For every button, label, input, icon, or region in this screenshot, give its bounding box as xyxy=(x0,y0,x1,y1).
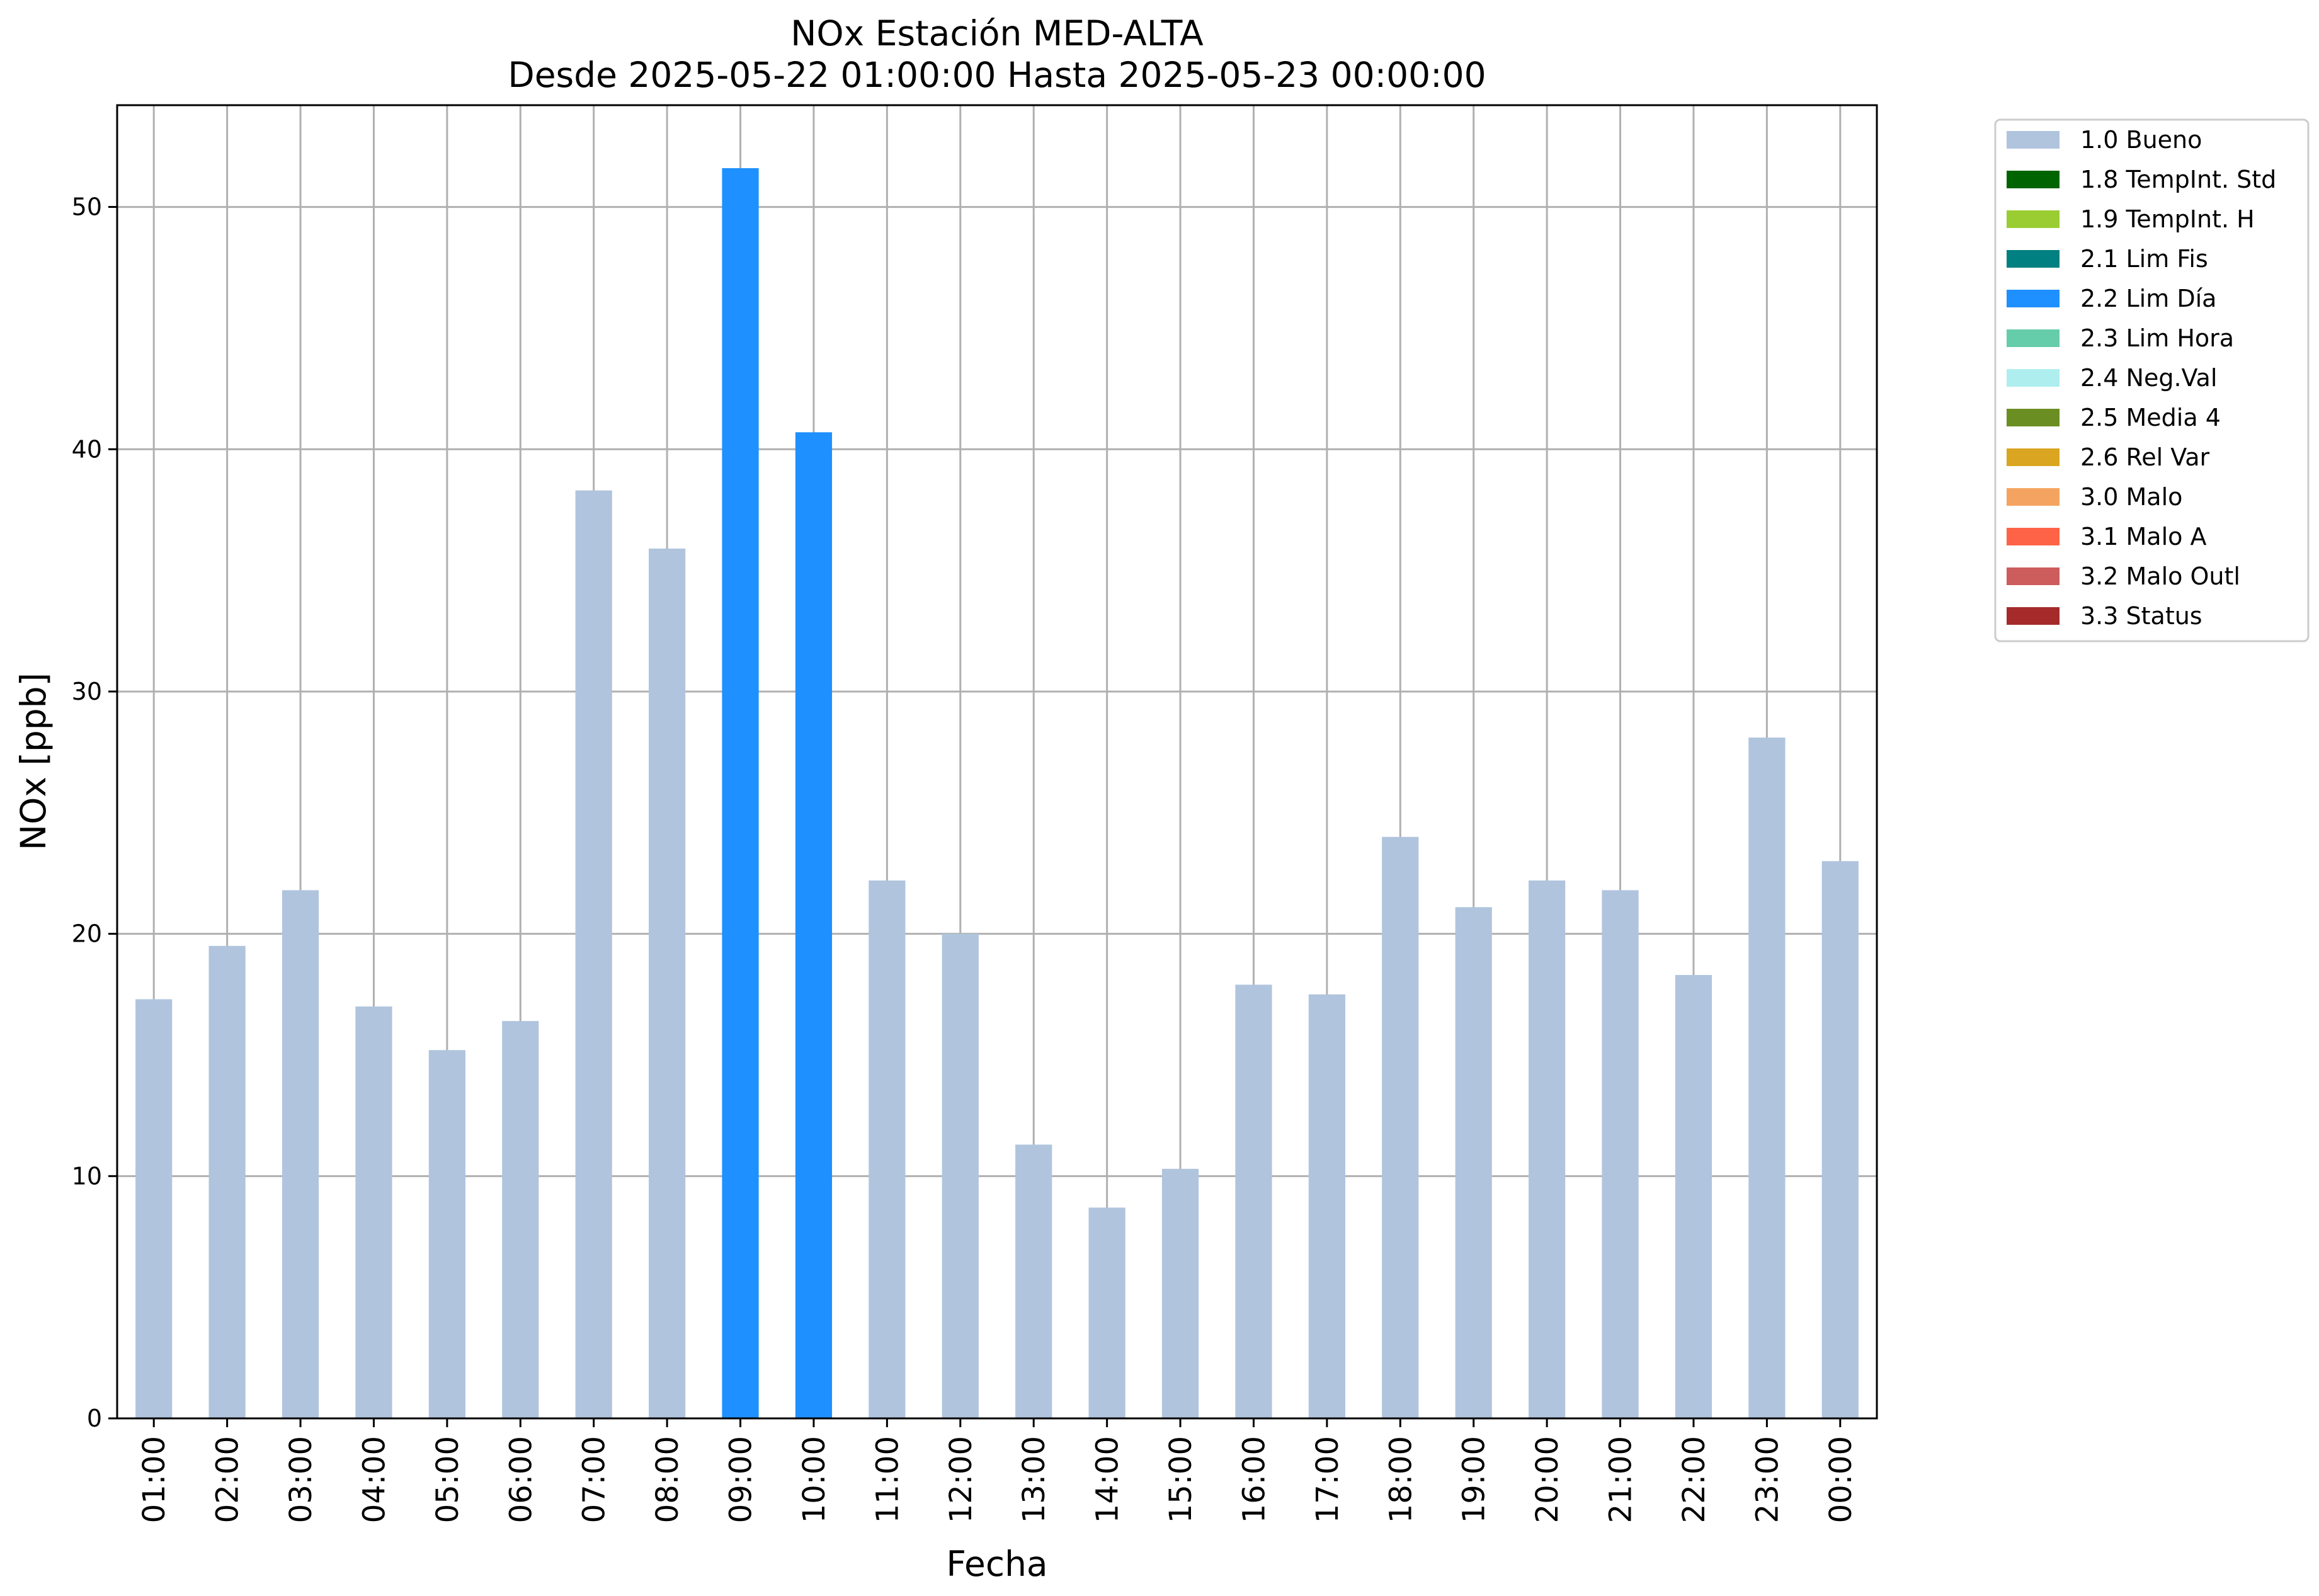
bar-0800 xyxy=(649,548,686,1418)
bar-1200 xyxy=(942,933,979,1418)
bar-1900 xyxy=(1455,907,1492,1418)
chart-subtitle: Desde 2025-05-22 01:00:00 Hasta 2025-05-… xyxy=(508,55,1486,95)
y-axis-ticks: 0 10 20 30 40 50 xyxy=(72,193,117,1432)
x-tick-label: 14:00 xyxy=(1090,1436,1125,1523)
x-tick-label: 20:00 xyxy=(1530,1436,1565,1523)
bars xyxy=(135,168,1859,1419)
y-tick-label: 0 xyxy=(87,1405,102,1432)
bar-1400 xyxy=(1088,1207,1125,1418)
x-tick-label: 17:00 xyxy=(1310,1436,1345,1523)
bar-1000 xyxy=(795,432,833,1418)
y-tick-label: 10 xyxy=(72,1162,102,1190)
x-axis-label: Fecha xyxy=(946,1544,1047,1584)
x-tick-label: 08:00 xyxy=(650,1436,685,1523)
x-tick-label: 11:00 xyxy=(870,1436,905,1523)
y-tick-label: 50 xyxy=(72,193,102,221)
legend-swatch xyxy=(2007,171,2060,188)
bar-0300 xyxy=(282,890,319,1418)
legend-swatch xyxy=(2007,607,2060,625)
bar-2000 xyxy=(1529,880,1566,1418)
x-tick-label: 05:00 xyxy=(430,1436,465,1523)
legend-label: 3.0 Malo xyxy=(2080,483,2182,511)
y-tick-label: 40 xyxy=(72,435,102,463)
bar-0200 xyxy=(208,945,246,1418)
bar-1500 xyxy=(1161,1168,1199,1418)
legend-label: 2.6 Rel Var xyxy=(2080,443,2210,471)
y-axis-label: NOx [ppb] xyxy=(13,673,54,850)
legend-label: 3.1 Malo A xyxy=(2080,523,2206,550)
bar-1700 xyxy=(1308,994,1345,1418)
legend-swatch xyxy=(2007,131,2060,149)
bar-1600 xyxy=(1235,984,1272,1418)
bar-0600 xyxy=(502,1021,539,1418)
x-tick-label: 21:00 xyxy=(1604,1436,1639,1523)
bar-2200 xyxy=(1675,975,1712,1418)
legend-label: 3.3 Status xyxy=(2080,602,2202,630)
bar-2300 xyxy=(1748,738,1786,1418)
x-tick-label: 13:00 xyxy=(1017,1436,1052,1523)
legend: 1.0 Bueno 1.8 TempInt. Std 1.9 TempInt. H 2… xyxy=(1994,118,2310,642)
legend-label: 1.8 TempInt. Std xyxy=(2080,166,2276,193)
legend-label: 1.9 TempInt. H xyxy=(2080,205,2255,233)
legend-swatch xyxy=(2007,250,2060,268)
bar-0900 xyxy=(722,168,759,1419)
legend-swatch xyxy=(2007,290,2060,307)
legend-label: 2.1 Lim Fis xyxy=(2080,245,2208,273)
x-tick-label: 09:00 xyxy=(724,1436,759,1523)
legend-swatch xyxy=(2007,448,2060,466)
legend-box xyxy=(1994,118,2310,642)
x-tick-label: 22:00 xyxy=(1677,1436,1712,1523)
x-tick-label: 19:00 xyxy=(1457,1436,1492,1523)
legend-swatch xyxy=(2007,528,2060,545)
legend-swatch xyxy=(2007,409,2060,426)
x-tick-label: 23:00 xyxy=(1750,1436,1785,1523)
legend-swatch xyxy=(2007,210,2060,228)
x-tick-label: 03:00 xyxy=(283,1436,319,1523)
x-tick-label: 12:00 xyxy=(943,1436,979,1523)
y-tick-label: 20 xyxy=(72,920,102,948)
y-tick-label: 30 xyxy=(72,678,102,705)
legend-label: 1.0 Bueno xyxy=(2080,126,2202,154)
plot-frame xyxy=(116,104,1878,1420)
legend-label: 2.3 Lim Hora xyxy=(2080,324,2234,352)
legend-swatch xyxy=(2007,567,2060,585)
x-tick-label: 01:00 xyxy=(137,1436,172,1523)
bar-0100 xyxy=(135,999,173,1418)
legend-swatch xyxy=(2007,369,2060,387)
x-tick-label: 18:00 xyxy=(1383,1436,1418,1523)
x-tick-label: 04:00 xyxy=(356,1436,392,1523)
bar-0500 xyxy=(428,1050,465,1418)
x-tick-label: 16:00 xyxy=(1236,1436,1272,1523)
x-tick-label: 06:00 xyxy=(503,1436,538,1523)
bar-0000 xyxy=(1821,861,1859,1418)
legend-label: 2.5 Media 4 xyxy=(2080,404,2221,431)
bar-1100 xyxy=(869,880,906,1418)
bar-0400 xyxy=(355,1006,392,1418)
chart-title: NOx Estación MED-ALTA xyxy=(790,13,1204,54)
bar-0700 xyxy=(575,490,612,1418)
x-tick-label: 02:00 xyxy=(210,1436,246,1523)
bar-1800 xyxy=(1382,836,1419,1418)
x-axis-ticks: 01:00 02:00 03:00 04:00 05:00 06:00 07:00 08:00… xyxy=(137,1418,1859,1523)
x-tick-label: 07:00 xyxy=(577,1436,612,1523)
legend-label: 2.4 Neg.Val xyxy=(2080,364,2217,392)
x-tick-label: 10:00 xyxy=(797,1436,832,1523)
legend-label: 3.2 Malo Outl xyxy=(2080,562,2240,590)
bar-2100 xyxy=(1602,890,1639,1418)
bar-1300 xyxy=(1015,1144,1052,1418)
x-tick-label: 15:00 xyxy=(1163,1436,1199,1523)
x-tick-label: 00:00 xyxy=(1823,1436,1859,1523)
legend-swatch xyxy=(2007,329,2060,347)
legend-swatch xyxy=(2007,488,2060,506)
legend-label: 2.2 Lim Día xyxy=(2080,285,2216,312)
